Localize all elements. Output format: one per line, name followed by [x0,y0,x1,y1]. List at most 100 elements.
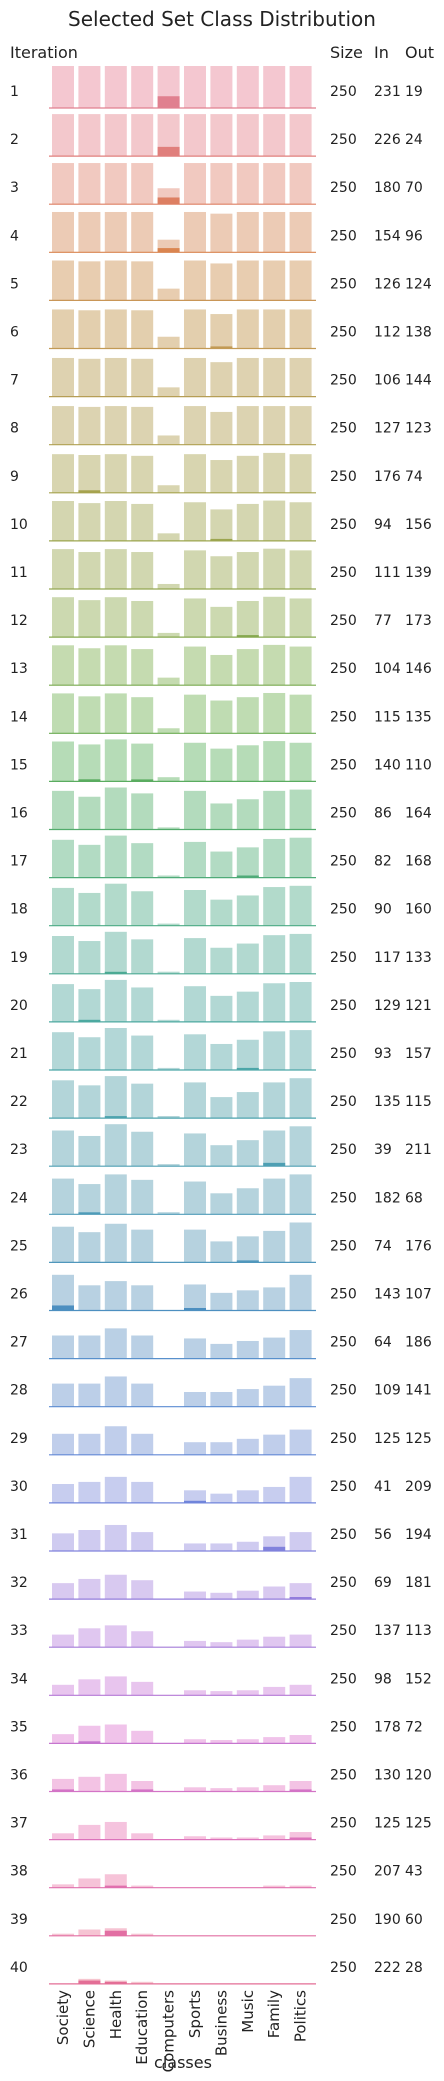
bar [289,1832,312,1840]
size-value: 250 [330,902,357,918]
bar [210,1145,233,1167]
bar [210,1343,233,1359]
bar [236,1690,259,1696]
in-value: 90 [374,902,392,918]
in-value: 94 [374,517,392,533]
bar [131,743,154,782]
out-value: 194 [405,1527,432,1543]
bar [131,1083,154,1119]
bar [263,1586,286,1600]
iteration-rows: 1 250 231 192 250 226 243 250 180 704 250 154 965 250… [10,66,432,1985]
bar [104,931,127,974]
bar [131,843,154,878]
bar [236,1541,259,1551]
iteration-row: 13 250 104 146 [10,644,432,686]
bar [157,777,180,782]
bar [236,1438,259,1455]
out-value: 157 [405,1046,432,1062]
bar [131,1631,154,1648]
iteration-row: 8 250 127 123 [10,406,432,446]
bar [52,741,74,782]
iteration-label: 37 [10,1816,28,1832]
bar [289,1583,312,1600]
bar [52,454,74,493]
bar [210,411,233,445]
bar [131,1981,154,1984]
bar [52,1634,74,1648]
iteration-label: 8 [10,421,19,437]
highlight-bar [104,1885,127,1888]
bar [263,1031,286,1070]
bar [263,1337,286,1359]
iteration-row: 10 250 94 156 [10,500,432,542]
iteration-row: 15 250 140 110 [10,739,432,783]
size-value: 250 [330,373,357,389]
bar [78,941,101,974]
bar [104,1174,127,1215]
bar [236,309,259,349]
bar [289,309,312,349]
in-value: 125 [374,1816,401,1832]
in-value: 125 [374,1431,401,1447]
highlight-bar [157,197,180,205]
size-value: 250 [330,998,357,1014]
highlight-bar [184,1307,206,1311]
bar [157,583,180,589]
bar [78,1628,101,1648]
in-value: 115 [374,709,401,725]
highlight-bar [157,146,180,157]
bar [78,744,101,782]
in-value: 190 [374,1912,401,1928]
size-value: 250 [330,950,357,966]
bar [263,1785,286,1792]
out-value: 156 [405,517,432,533]
iteration-row: 3 250 180 70 [10,163,423,205]
bar [157,677,180,686]
iteration-label: 33 [10,1623,28,1639]
bar [184,890,206,926]
highlight-bar [263,1162,286,1167]
bar [210,362,233,397]
size-value: 250 [330,180,357,196]
bar [289,1330,312,1359]
in-value: 98 [374,1671,392,1687]
out-value: 138 [405,325,432,341]
iteration-label: 17 [10,854,28,870]
iteration-row: 40 250 222 28 [10,1960,423,1985]
bar [104,1821,127,1840]
iteration-label: 13 [10,661,28,677]
iteration-row: 14 250 115 135 [10,692,432,734]
bar [236,1140,259,1167]
bar [263,692,286,734]
bar [78,211,101,253]
in-value: 93 [374,1046,392,1062]
size-value: 250 [330,1190,357,1206]
bar [104,309,127,349]
bar [184,454,206,493]
bar [263,644,286,686]
iteration-label: 34 [10,1671,28,1687]
out-value: 152 [405,1671,432,1687]
bar [289,1885,312,1888]
bar [184,406,206,445]
iteration-row: 31 250 56 194 [10,1524,432,1552]
out-value: 121 [405,998,432,1014]
iteration-label: 6 [10,325,19,341]
highlight-bar [289,1789,312,1792]
bar [184,1181,206,1215]
bar [52,645,74,686]
bar [210,1097,233,1119]
bar [131,891,154,926]
bar [236,895,259,926]
size-value: 250 [330,1623,357,1639]
bar [210,66,233,108]
bar [289,1222,312,1263]
bar [236,1837,259,1840]
bar [131,1383,154,1407]
bar [236,745,259,782]
bar [52,309,74,349]
bar [104,357,127,397]
in-value: 129 [374,998,401,1014]
out-value: 209 [405,1479,432,1495]
bar [184,1787,206,1792]
